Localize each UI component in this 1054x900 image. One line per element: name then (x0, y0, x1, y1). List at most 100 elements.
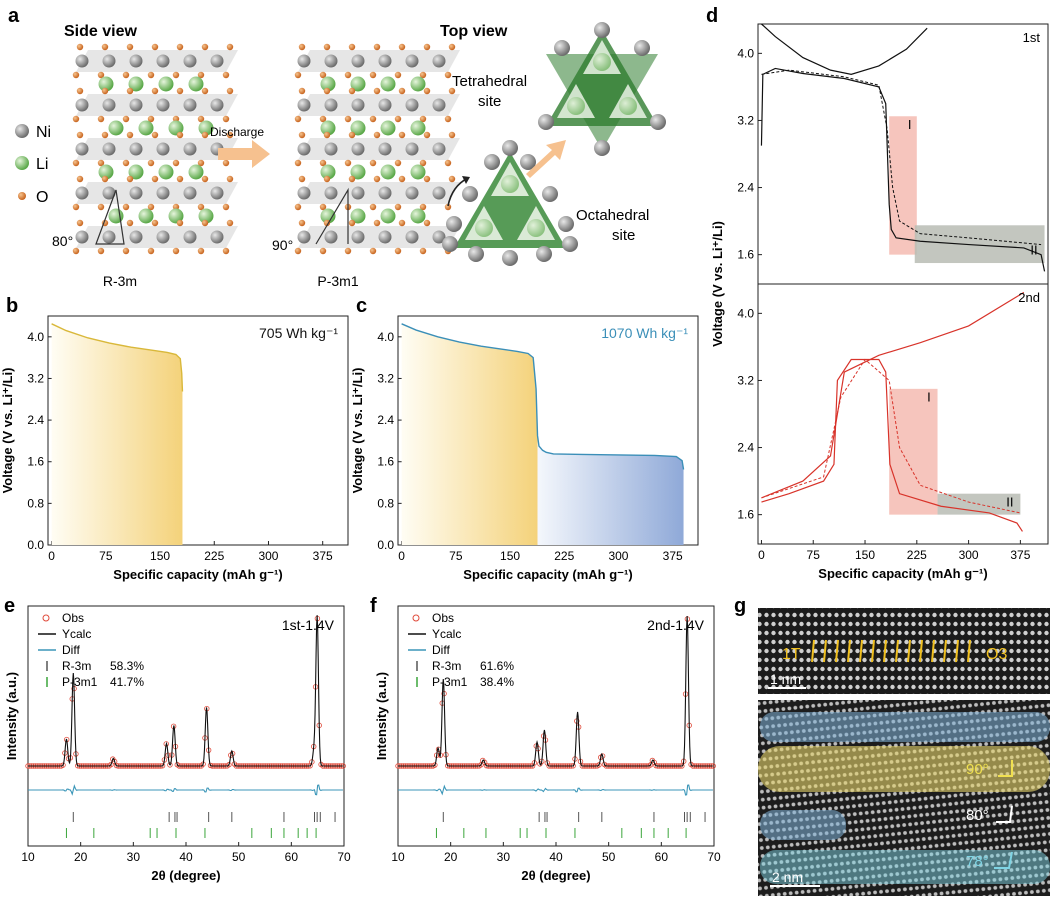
observed-point (432, 762, 438, 768)
layer-marker (811, 639, 815, 663)
o-atom (344, 159, 352, 167)
o-atom (126, 175, 134, 183)
ni-atom (102, 186, 116, 200)
y-tick-label: 2.4 (737, 441, 754, 455)
y-axis-label: Intensity (a.u.) (4, 672, 19, 760)
ni-atom (351, 54, 365, 68)
ni-atom (462, 186, 478, 202)
y-tick-label: 2.4 (377, 413, 394, 427)
x-axis-label: 2θ (degree) (521, 868, 590, 883)
o-atom (344, 247, 352, 255)
transition-arrow-icon (526, 140, 566, 178)
angle-80-annotation: 80° (966, 807, 989, 824)
angle-90-label: 90° (272, 237, 293, 253)
o-atom (151, 43, 159, 51)
angle-78-annotation: 78° (966, 853, 989, 870)
angle-80-marker-icon (996, 805, 1013, 823)
x-tick-label: 20 (444, 850, 458, 864)
ni-atom (520, 154, 536, 170)
o-atom (423, 43, 431, 51)
x-tick-label: 0 (48, 549, 55, 563)
o-atom (394, 203, 402, 211)
o-atom (172, 247, 180, 255)
o-atom (444, 71, 452, 79)
o-atom (147, 115, 155, 123)
panel-label-f: f (370, 595, 377, 617)
layer-marker (895, 639, 899, 663)
o-atom (72, 115, 80, 123)
panel-label-e: e (4, 595, 15, 617)
o-atom (72, 71, 80, 79)
li-atom (593, 53, 611, 71)
x-tick-label: 375 (1010, 548, 1030, 562)
li-atom (108, 208, 124, 224)
o-atom (423, 87, 431, 95)
legend-label: Ycalc (432, 627, 461, 641)
ni-atom (324, 142, 338, 156)
x-tick-label: 30 (497, 850, 511, 864)
o-atom (222, 159, 230, 167)
o-atom (101, 175, 109, 183)
legend-phase-fraction: 41.7% (110, 675, 144, 689)
li-atom (158, 76, 174, 92)
y-tick-label: 1.6 (737, 508, 754, 522)
layer-markers (811, 639, 971, 663)
o-atom (369, 203, 377, 211)
o-atom (394, 159, 402, 167)
o-atom (76, 175, 84, 183)
o-atom (444, 203, 452, 211)
x-axis-label: 2θ (degree) (151, 868, 220, 883)
o-atom (172, 71, 180, 79)
plot-frame (757, 283, 1049, 545)
o-atom (176, 131, 184, 139)
li-atom (320, 120, 336, 136)
octahedral-label-line2: site (612, 227, 635, 244)
o-atom (151, 131, 159, 139)
region-ii-label: II (1006, 494, 1013, 509)
ni-atom (324, 98, 338, 112)
li-atom (350, 164, 366, 180)
legend-li-label: Li (36, 156, 48, 173)
o-atom (423, 219, 431, 227)
ni-atom (156, 54, 170, 68)
o-atom (97, 247, 105, 255)
x-axis-label: Specific capacity (mAh g⁻¹) (463, 567, 632, 582)
li-atom (108, 120, 124, 136)
panel-a: a Side view Top view Ni Li O 80° 90° R-3… (8, 5, 666, 289)
o-atom (97, 115, 105, 123)
li-atom (320, 208, 336, 224)
li-atom-icon (15, 156, 29, 170)
capacity-fill-area (401, 323, 538, 545)
y-axis-label: Voltage (V vs. Li⁺/Li) (350, 368, 365, 494)
li-atom (350, 208, 366, 224)
layer-marker (871, 639, 875, 663)
o-atom (126, 43, 134, 51)
ni-atom (405, 142, 419, 156)
o-atom (126, 87, 134, 95)
tetrahedral-label-line2: site (478, 93, 501, 110)
li-atom (619, 97, 637, 115)
o-atom (369, 115, 377, 123)
cycle-2-curve (761, 358, 1023, 532)
highlight-band-yellow (758, 746, 1050, 792)
o-atom (423, 131, 431, 139)
x-tick-label: 10 (21, 850, 35, 864)
ni-atom (650, 114, 666, 130)
ni-atom (183, 230, 197, 244)
o-atom (448, 87, 456, 95)
o-atom-icon (18, 192, 26, 200)
stem-image-bottom: 90° 80° 78° 2 nm (758, 700, 1050, 896)
o-atom (323, 175, 331, 183)
crystal-structure-p3m1 (294, 43, 460, 255)
region-i-label: I (927, 389, 931, 404)
panel-e: e 10 20 30 40 50 60 70 Obs Ycalc Diff R-3m 58.3% P-3… (4, 595, 351, 883)
rotation-arrow-head-icon (462, 176, 470, 184)
o-atom (76, 131, 84, 139)
o-atom (151, 219, 159, 227)
o-atom (197, 115, 205, 123)
y-tick-label: 3.2 (737, 113, 754, 127)
x-tick-label: 150 (150, 549, 170, 563)
o-atom (423, 175, 431, 183)
unit-cell-outline (315, 187, 349, 245)
